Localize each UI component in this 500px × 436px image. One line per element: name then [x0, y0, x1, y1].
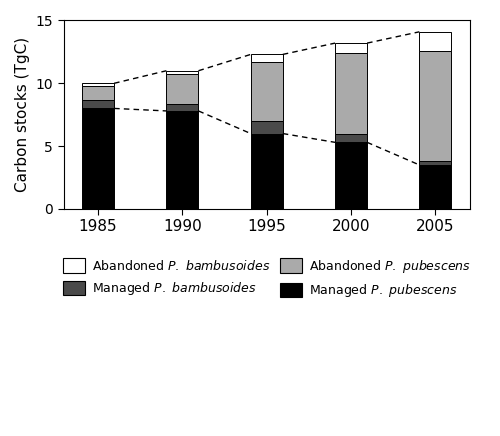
Bar — [166, 74, 198, 104]
Y-axis label: Carbon stocks (TgC): Carbon stocks (TgC) — [15, 37, 30, 192]
Bar — [420, 161, 452, 165]
Bar — [82, 100, 114, 109]
Bar — [166, 71, 198, 74]
Bar — [82, 86, 114, 100]
Bar — [335, 142, 367, 209]
Bar — [420, 165, 452, 209]
Legend: Abandoned $P.~\mathit{bambusoides}$, Managed $P.~\mathit{bambusoides}$, Abandone: Abandoned $P.~\mathit{bambusoides}$, Man… — [58, 253, 476, 304]
Bar — [250, 62, 283, 121]
Bar — [420, 32, 452, 51]
Bar — [166, 104, 198, 111]
Bar — [82, 83, 114, 86]
Bar — [166, 111, 198, 209]
Bar — [82, 109, 114, 209]
Bar — [335, 52, 367, 134]
Bar — [250, 54, 283, 62]
Bar — [250, 121, 283, 133]
Bar — [250, 133, 283, 209]
Bar — [420, 51, 452, 161]
Bar — [335, 134, 367, 142]
Bar — [335, 43, 367, 52]
